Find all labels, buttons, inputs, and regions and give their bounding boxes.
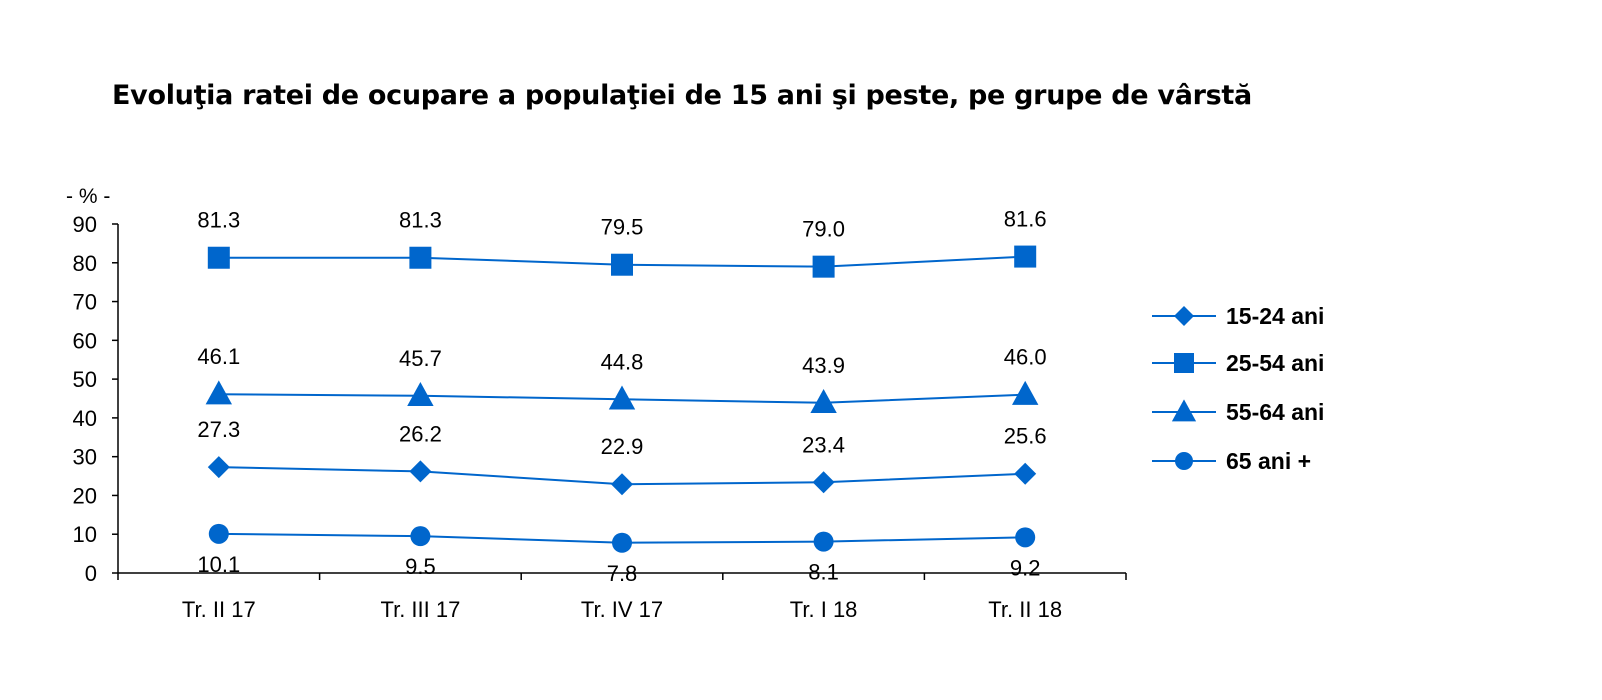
data-label: 23.4 [802, 432, 845, 457]
data-point [813, 531, 834, 552]
data-point [812, 471, 835, 494]
data-label: 7.8 [607, 561, 638, 586]
x-tick-label: Tr. II 17 [182, 597, 256, 622]
data-label: 9.5 [405, 554, 436, 579]
y-tick-label: 60 [73, 328, 97, 353]
legend-marker [1175, 452, 1193, 470]
data-point [612, 532, 632, 553]
legend-label: 65 ani + [1226, 448, 1311, 474]
data-point [208, 523, 229, 544]
data-point [812, 255, 835, 278]
data-point [410, 526, 431, 547]
x-tick-label: Tr. III 17 [380, 597, 460, 622]
data-label: 25.6 [1004, 424, 1047, 449]
y-tick-label: 30 [73, 445, 97, 470]
legend-marker [1171, 399, 1197, 422]
y-tick-label: 50 [73, 367, 97, 392]
data-label: 79.5 [601, 215, 644, 240]
x-tick-label: Tr. IV 17 [581, 597, 663, 622]
data-point [1014, 462, 1037, 485]
data-point [207, 246, 230, 269]
data-label: 79.0 [802, 217, 845, 242]
y-tick-label: 70 [73, 290, 97, 315]
data-point [611, 253, 633, 276]
x-tick-label: Tr. I 18 [790, 597, 858, 622]
data-label: 27.3 [197, 417, 240, 442]
y-tick-label: 40 [73, 406, 97, 431]
legend-label: 25-54 ani [1226, 350, 1324, 376]
data-point [1014, 245, 1037, 268]
data-point [407, 381, 434, 406]
data-label: 44.8 [601, 349, 644, 374]
chart-title: Evoluţia ratei de ocupare a populaţiei d… [112, 80, 1252, 111]
legend-label: 15-24 ani [1226, 303, 1324, 329]
data-label: 10.1 [197, 552, 240, 577]
data-label: 46.0 [1004, 345, 1047, 370]
data-label: 22.9 [601, 434, 644, 459]
data-label: 26.2 [399, 421, 442, 446]
y-tick-label: 0 [85, 561, 97, 586]
legend-marker [1174, 353, 1194, 373]
y-tick-label: 10 [73, 522, 97, 547]
legend-label: 55-64 ani [1226, 399, 1324, 425]
data-point [608, 385, 636, 410]
data-point [207, 456, 230, 479]
data-point [810, 388, 837, 413]
data-label: 43.9 [802, 353, 845, 378]
data-label: 81.3 [399, 208, 442, 233]
y-tick-label: 20 [73, 483, 97, 508]
data-label: 45.7 [399, 346, 442, 371]
data-point [205, 380, 232, 405]
data-point [409, 460, 432, 483]
y-tick-label: 90 [73, 212, 97, 237]
data-label: 81.6 [1004, 207, 1047, 232]
data-label: 9.2 [1010, 555, 1041, 580]
data-label: 46.1 [197, 344, 240, 369]
x-tick-label: Tr. II 18 [988, 597, 1062, 622]
y-unit-label: - % - [66, 185, 110, 208]
legend-marker [1174, 306, 1194, 326]
data-label: 81.3 [197, 208, 240, 233]
data-point [611, 473, 633, 496]
data-point [1015, 527, 1036, 548]
y-tick-label: 80 [73, 251, 97, 276]
data-point [1012, 380, 1039, 405]
data-point [409, 246, 432, 269]
data-label: 8.1 [808, 560, 839, 585]
